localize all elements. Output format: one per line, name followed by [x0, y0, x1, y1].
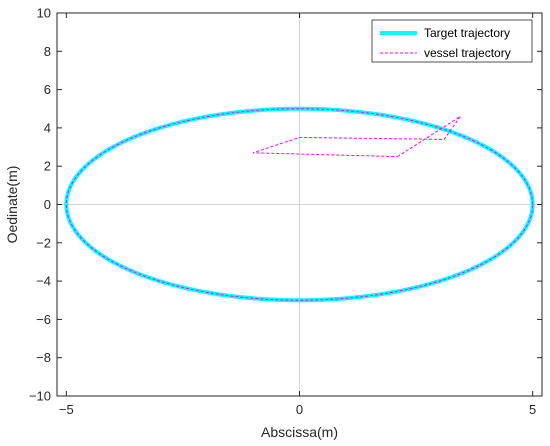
x-tick-label: 5	[529, 402, 536, 417]
y-tick-label: 10	[37, 6, 51, 21]
y-tick-label: −2	[36, 235, 51, 250]
legend-box	[371, 19, 533, 63]
y-tick-label: 8	[44, 44, 51, 59]
x-tick-label: −5	[59, 402, 74, 417]
y-tick-label: −8	[36, 350, 51, 365]
series-line-vessel	[252, 115, 461, 158]
series-line-vessel-track	[65, 108, 534, 301]
y-axis-label: Oedinate(m)	[4, 166, 20, 244]
legend-label-vessel: vessel trajectory	[424, 46, 511, 60]
series-layer	[64, 106, 535, 303]
x-axis-label: Abscissa(m)	[261, 424, 338, 440]
legend: Target trajectory vessel trajectory	[371, 19, 533, 63]
y-tick-label: 4	[44, 120, 51, 135]
y-tick-label: −6	[36, 312, 51, 327]
tick-layer: −5 0 5 −10 −8 −6 −4 −2 0 2 4 6 8 10	[29, 6, 542, 417]
x-tick-label: 0	[296, 402, 303, 417]
y-tick-label: −4	[36, 274, 51, 289]
y-tick-label: 6	[44, 82, 51, 97]
y-tick-label: 2	[44, 159, 51, 174]
y-tick-label: −10	[29, 389, 51, 404]
zero-lines	[57, 13, 542, 396]
y-tick-label: 0	[44, 197, 51, 212]
legend-label-target: Target trajectory	[424, 26, 510, 40]
